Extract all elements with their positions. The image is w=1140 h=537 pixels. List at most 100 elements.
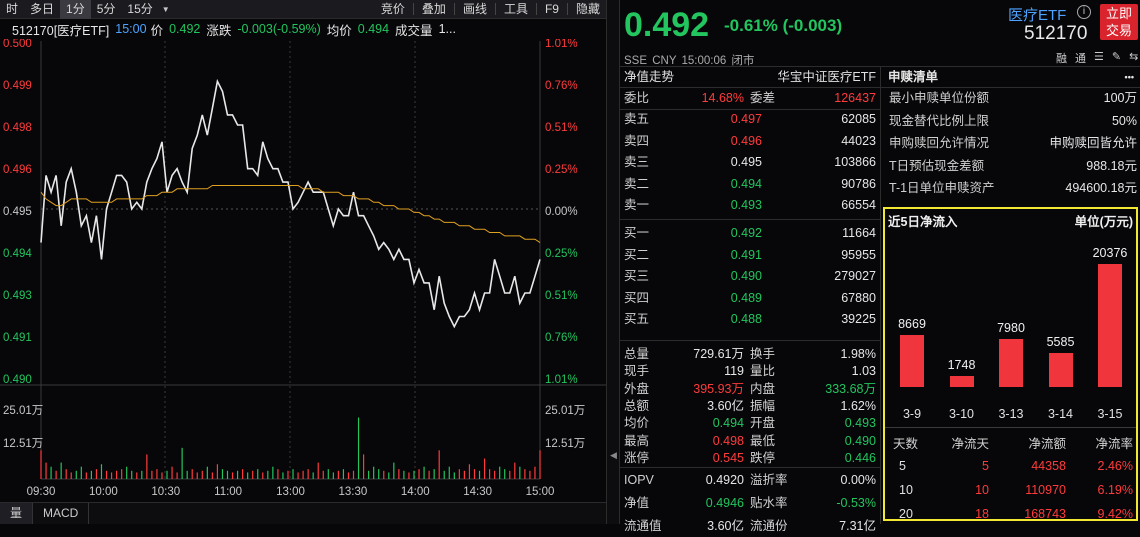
row-label-2: 开盘	[750, 416, 776, 431]
flow-bar[interactable]	[1098, 264, 1122, 387]
row-label-2: 流通份	[750, 519, 788, 533]
row-label-1: 外盘	[624, 381, 650, 396]
change-value: -0.003(-0.59%)	[237, 22, 321, 36]
period-tab-3[interactable]: 5分	[96, 1, 116, 16]
y-tick-left: 0.496	[3, 164, 32, 176]
row-label-1: 总量	[624, 347, 650, 361]
quote-row: 外盘 395.93万 内盘 333.68万	[624, 379, 876, 400]
connect-icon[interactable]: 通	[1075, 53, 1086, 65]
flow-table-cell: 44358	[1031, 459, 1066, 473]
y-tick-left: 0.490	[3, 374, 32, 386]
flow-date: 3-10	[948, 407, 975, 421]
subscription-row: 现金替代比例上限 50%	[889, 111, 1137, 132]
trade-button-line2: 交易	[1105, 23, 1132, 38]
menu-icon[interactable]: ☰	[1094, 51, 1104, 63]
nav-trend-header[interactable]: 净值走势 华宝中证医疗ETF	[624, 67, 876, 87]
flow-table-cell: 2.46%	[1097, 459, 1133, 473]
net-inflow-box: 近5日净流入 单位(万元) 8669 3-9 1748 3-10 7980 3-13 5585 3…	[883, 207, 1138, 521]
level-volume: 44023	[841, 133, 876, 148]
flow-table-cell: 10	[975, 483, 989, 497]
info-icon[interactable]: i	[1077, 5, 1091, 19]
level-label: 卖三	[624, 155, 650, 169]
more-icon[interactable]: •••	[1124, 72, 1134, 82]
period-tab-0[interactable]: 时	[6, 1, 19, 16]
indicator-tab-1[interactable]: MACD	[33, 503, 90, 524]
period-tab-1[interactable]: 多日	[30, 1, 55, 16]
flow-bar[interactable]	[999, 338, 1023, 387]
level-price: 0.488	[730, 312, 762, 326]
row-label-1: 均价	[624, 416, 650, 431]
order-book-row[interactable]: 卖五 0.497 62085	[624, 109, 876, 130]
tool-button-0[interactable]: 竞价	[380, 1, 405, 16]
subscription-value: 494600.18元	[1065, 181, 1137, 196]
volume-value: 1...	[438, 22, 456, 36]
order-book-row[interactable]: 买五 0.488 39225	[624, 309, 876, 330]
level-volume: 279027	[834, 269, 876, 283]
subscription-value: 100万	[1103, 91, 1137, 105]
order-ratio-value: 14.68%	[701, 91, 744, 105]
trade-button-line1: 立即	[1105, 6, 1132, 21]
order-book-row[interactable]: 买一 0.492 11664	[624, 223, 876, 244]
flow-table-cell: 20	[899, 507, 913, 521]
row-label-1: 涨停	[624, 450, 650, 465]
panel-divider[interactable]: ◀	[606, 0, 620, 524]
subscription-row: T-1日单位申赎资产 494600.18元	[889, 178, 1137, 199]
vol-tick-left: 25.01万	[3, 405, 43, 417]
intraday-chart[interactable]: 0.500 0.499 0.498 0.496 0.495 0.494 0.493 0.491…	[0, 39, 606, 502]
indicator-tabs: 量 MACD	[0, 502, 606, 524]
tool-button-3[interactable]: 工具	[503, 1, 528, 16]
quote-row: 均价 0.494 开盘 0.493	[624, 413, 876, 434]
flow-table-header: 净流天	[951, 437, 989, 451]
row-value-2: 7.31亿	[839, 519, 876, 533]
tool-button-5[interactable]: 隐藏	[575, 1, 600, 16]
flow-table-header: 天数	[893, 437, 919, 451]
quote-row: 流通值 3.60亿 流通份 7.31亿	[624, 516, 876, 537]
order-book-row[interactable]: 买四 0.489 67880	[624, 288, 876, 309]
subscription-label: T日预估现金差额	[889, 158, 985, 173]
security-code-name: 512170[医疗ETF]	[12, 23, 110, 38]
period-tab-4[interactable]: 15分	[127, 1, 153, 16]
tool-button-4[interactable]: F9	[544, 1, 559, 16]
level-price: 0.489	[730, 290, 762, 305]
indicator-tab-0[interactable]: 量	[0, 503, 34, 524]
level-label: 卖四	[624, 133, 650, 148]
trade-now-button[interactable]: 立即 交易	[1100, 4, 1138, 40]
fund-name[interactable]: 医疗ETF	[1008, 7, 1067, 24]
flow-bar[interactable]	[949, 376, 974, 387]
flow-date: 3-15	[1097, 407, 1123, 421]
order-ratio-row: 委比 14.68% 委差 126437	[624, 88, 876, 109]
flow-table-cell: 5	[899, 459, 906, 473]
row-label-1: IOPV	[624, 473, 654, 487]
flow-bar[interactable]	[900, 334, 924, 387]
row-value-1: 0.545	[712, 450, 744, 465]
y-tick-right: 0.51%	[545, 122, 578, 134]
row-value-1: 0.4946	[705, 496, 744, 510]
row-value-2: 0.446	[844, 450, 876, 465]
flow-bar[interactable]	[1048, 353, 1073, 387]
level-price: 0.495	[730, 155, 762, 169]
flow-bar-label: 8669	[898, 316, 926, 331]
tool-button-1[interactable]: 叠加	[421, 1, 446, 16]
margin-icon[interactable]: 融	[1056, 53, 1067, 65]
order-book-row[interactable]: 买二 0.491 95955	[624, 245, 876, 266]
order-book-row[interactable]: 卖二 0.494 90786	[624, 174, 876, 195]
row-value-2: 333.68万	[825, 381, 876, 396]
subscription-row: 最小申赎单位份额 100万	[889, 88, 1137, 109]
order-book-row[interactable]: 卖四 0.496 44023	[624, 131, 876, 152]
order-book-row[interactable]: 卖三 0.495 103866	[624, 152, 876, 173]
y-tick-left: 0.494	[3, 248, 32, 260]
flow-unit: 单位(万元)	[1074, 215, 1133, 229]
row-label-1: 最高	[624, 433, 650, 448]
order-book-row[interactable]: 卖一 0.493 66554	[624, 195, 876, 216]
quote-row: 净值 0.4946 贴水率 -0.53%	[624, 493, 876, 514]
collapse-arrow-icon[interactable]: ◀	[610, 450, 617, 460]
order-book-row[interactable]: 买三 0.490 279027	[624, 266, 876, 287]
switch-icon[interactable]: ⇆	[1129, 51, 1139, 63]
flow-table-cell: 110970	[1025, 483, 1066, 497]
tool-button-2[interactable]: 画线	[462, 1, 487, 16]
period-tab-2[interactable]: 1分	[60, 0, 91, 19]
row-label-2: 贴水率	[750, 496, 788, 510]
level-volume: 67880	[841, 290, 876, 305]
subscription-header[interactable]: 申赎清单 •••	[888, 67, 1138, 87]
edit-icon[interactable]: ✎	[1111, 51, 1122, 63]
